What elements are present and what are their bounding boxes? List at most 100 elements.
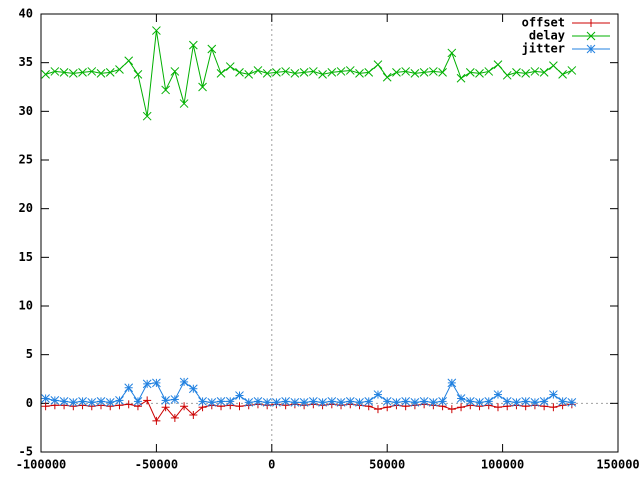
point-stroke [133,397,143,406]
point [345,397,355,406]
point-stroke [142,111,152,121]
point-stroke [262,69,272,78]
point [152,26,161,35]
point-stroke [290,69,300,78]
point [401,397,411,406]
legend-marker [587,19,595,27]
point [180,402,189,411]
point [124,400,133,409]
point-stroke [87,398,97,407]
y-tick-label: 15 [19,250,33,264]
point-stroke [170,67,180,76]
point [521,397,531,406]
point-stroke [78,397,87,406]
point [179,99,189,108]
point [410,398,420,407]
point-stroke [105,68,115,77]
point [521,69,531,78]
point-stroke [133,69,143,79]
point [364,68,374,77]
point-stroke [493,390,503,399]
point-stroke [419,397,429,406]
point [530,67,540,76]
point-stroke [207,398,217,407]
point [198,82,207,92]
point [124,383,134,393]
point [50,67,60,76]
point [161,396,170,405]
point-stroke [244,398,254,407]
legend-marker [586,44,596,54]
y-tick-label: 40 [19,7,33,21]
point-stroke [336,398,346,407]
point [152,416,161,425]
point-stroke [345,397,355,406]
point [502,397,512,406]
point-stroke [188,40,198,50]
y-tick-label: 10 [19,299,33,313]
point-stroke [392,398,401,407]
point-stroke [115,396,124,405]
point [281,397,291,406]
point-stroke [124,383,134,393]
point-stroke [105,398,115,407]
point [345,66,355,75]
point-stroke [308,67,318,76]
point-stroke [502,397,512,406]
point-stroke [475,398,484,407]
point [401,67,411,76]
point [41,394,50,403]
point [161,403,170,412]
point [41,69,50,79]
point [143,396,152,405]
point [327,397,337,406]
point-stroke [373,60,383,69]
point-stroke [78,68,87,77]
point-stroke [124,56,134,66]
point [373,60,383,69]
point [133,69,143,79]
point-stroke [327,68,337,77]
point [170,67,180,76]
point [133,397,143,406]
point-stroke [216,69,226,78]
point [170,413,179,422]
point [512,68,521,77]
point-stroke [530,67,540,76]
x-tick-label: -50000 [135,458,178,472]
point [549,390,558,399]
x-tick-label: 0 [268,458,275,472]
point [549,61,558,70]
point [438,397,447,406]
point-stroke [272,68,281,77]
point [308,397,318,406]
point [142,379,152,389]
point [96,69,106,78]
point [558,69,567,79]
point-stroke [484,397,494,406]
point [512,398,521,407]
point-stroke [401,67,411,76]
point-stroke [475,69,484,78]
point-stroke [521,397,531,406]
point [59,397,69,406]
point-stroke [345,66,355,75]
y-tick-label: 5 [26,347,33,361]
point-stroke [512,398,521,407]
x-tick-label: 150000 [596,458,639,472]
point [105,398,115,407]
point-stroke [318,398,327,407]
point-stroke [438,397,447,406]
point-stroke [336,67,346,76]
point-stroke [410,398,420,407]
point [50,396,60,405]
point-stroke [465,397,475,406]
point [373,390,383,399]
point [253,397,263,406]
point [124,56,134,66]
point [336,398,346,407]
point-stroke [96,69,106,78]
point [493,60,503,69]
y-tick-label: 0 [26,396,33,410]
